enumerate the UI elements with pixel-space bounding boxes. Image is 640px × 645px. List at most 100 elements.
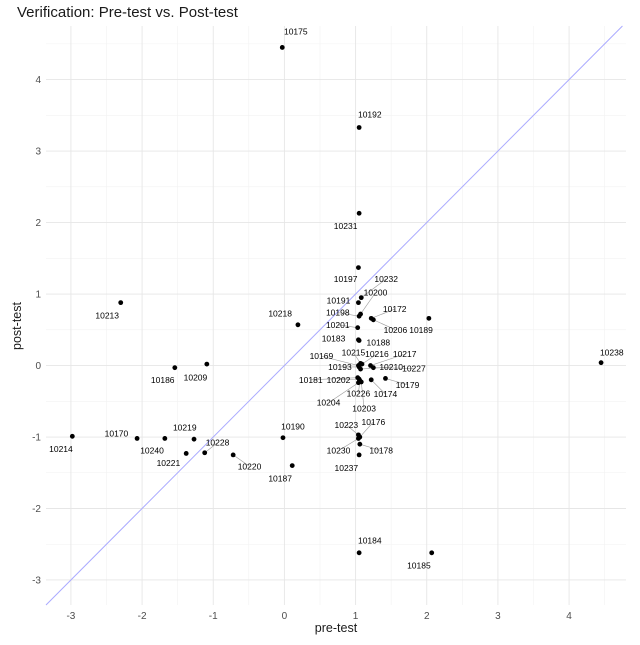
point-label: 10178 <box>369 446 393 456</box>
data-point <box>356 125 362 130</box>
data-point <box>162 436 168 441</box>
point-label: 10187 <box>268 473 292 483</box>
label-leader-line <box>310 377 358 381</box>
point-label: 10217 <box>393 349 417 359</box>
x-tick-label: -1 <box>209 611 218 622</box>
chart-title: Verification: Pre-test vs. Post-test <box>17 4 238 21</box>
data-point <box>356 210 362 216</box>
point-label: 10206 <box>384 325 408 335</box>
data-point <box>183 451 189 456</box>
data-point <box>429 550 435 556</box>
minor-grid <box>46 26 626 605</box>
point-label: 10214 <box>49 444 73 454</box>
label-leader-line <box>328 382 359 403</box>
point-label: 10190 <box>281 421 305 431</box>
point-labels: 10175 10192 10231 10197 10232 10200 10191 10172… <box>49 27 624 571</box>
point-label: 10170 <box>105 428 129 438</box>
point-label: 10202 <box>327 375 351 385</box>
x-axis-label: pre-test <box>315 621 358 635</box>
point-label: 10193 <box>328 362 352 372</box>
data-point <box>134 436 140 441</box>
y-tick-label: 3 <box>35 147 41 158</box>
label-leader-line <box>346 424 359 436</box>
label-leader-line <box>361 278 387 298</box>
point-label: 10215 <box>342 348 366 358</box>
data-point <box>356 436 361 441</box>
y-tick-label: -1 <box>32 433 41 444</box>
y-tick-label: 4 <box>35 75 41 86</box>
label-leader-line <box>360 292 376 315</box>
x-tick-label: 4 <box>566 611 572 622</box>
data-point <box>356 550 362 556</box>
point-label: 10179 <box>396 380 420 390</box>
y-tick-label: -2 <box>32 504 41 515</box>
point-label: 10201 <box>326 320 350 330</box>
data-point <box>368 377 374 383</box>
data-point <box>204 361 210 367</box>
point-label: 10184 <box>358 536 382 546</box>
label-leader-line <box>370 353 405 366</box>
label-leader-line <box>360 381 365 409</box>
label-leader-line <box>321 355 359 366</box>
point-label: 10216 <box>365 349 389 359</box>
y-tick-label: 1 <box>35 290 41 301</box>
label-leader-line <box>338 438 359 451</box>
data-point <box>280 435 286 441</box>
point-label: 10197 <box>334 274 358 284</box>
data-point <box>356 265 361 271</box>
identity-reference-line <box>45 25 623 606</box>
data-point <box>370 317 376 323</box>
data-point <box>358 366 363 372</box>
data-point <box>358 295 364 301</box>
label-leader-line <box>385 378 408 386</box>
y-axis-ticks: -3 -2 -1 0 1 2 3 4 <box>32 75 41 586</box>
point-label: 10185 <box>407 561 431 571</box>
label-leader-line <box>360 366 392 370</box>
data-point <box>202 450 208 456</box>
point-label: 10198 <box>326 308 350 318</box>
x-tick-label: 0 <box>282 611 288 622</box>
point-label: 10221 <box>157 458 181 468</box>
data-point <box>370 365 376 371</box>
y-axis-label: post-test <box>10 302 24 350</box>
label-leader-line <box>373 367 414 369</box>
x-tick-label: -2 <box>138 611 147 622</box>
point-label: 10226 <box>347 388 371 398</box>
data-point <box>356 380 361 386</box>
data-point <box>69 433 75 439</box>
x-tick-label: -3 <box>66 611 75 622</box>
point-label: 10191 <box>327 295 351 305</box>
point-label: 10169 <box>310 351 334 361</box>
label-leader-line <box>359 421 374 438</box>
point-label: 10213 <box>95 311 119 321</box>
point-label: 10186 <box>151 375 175 385</box>
point-label: 10230 <box>327 446 351 456</box>
data-point <box>295 322 301 328</box>
label-leader-line <box>232 454 250 467</box>
point-label: 10231 <box>334 221 358 231</box>
data-point <box>356 300 361 306</box>
data-point <box>598 360 604 366</box>
data-point <box>289 463 295 469</box>
label-leader-line <box>373 319 396 331</box>
point-label: 10200 <box>364 288 388 298</box>
label-leader-line <box>371 379 386 395</box>
x-tick-label: 1 <box>353 611 359 622</box>
x-axis-ticks: -3 -2 -1 0 1 2 3 4 <box>66 611 572 622</box>
point-label: 10227 <box>402 363 426 373</box>
data-point <box>426 315 432 321</box>
data-point <box>356 338 362 343</box>
label-leader-line <box>361 353 378 365</box>
data-point <box>383 376 388 381</box>
label-leader-line <box>359 443 382 451</box>
point-label: 10220 <box>238 461 262 471</box>
point-label: 10203 <box>352 403 376 413</box>
data-point <box>118 300 124 306</box>
label-leader-line <box>337 312 360 317</box>
major-grid <box>46 26 626 605</box>
point-label: 10183 <box>322 333 346 343</box>
y-tick-label: 0 <box>35 361 41 372</box>
identity-line <box>45 25 623 606</box>
